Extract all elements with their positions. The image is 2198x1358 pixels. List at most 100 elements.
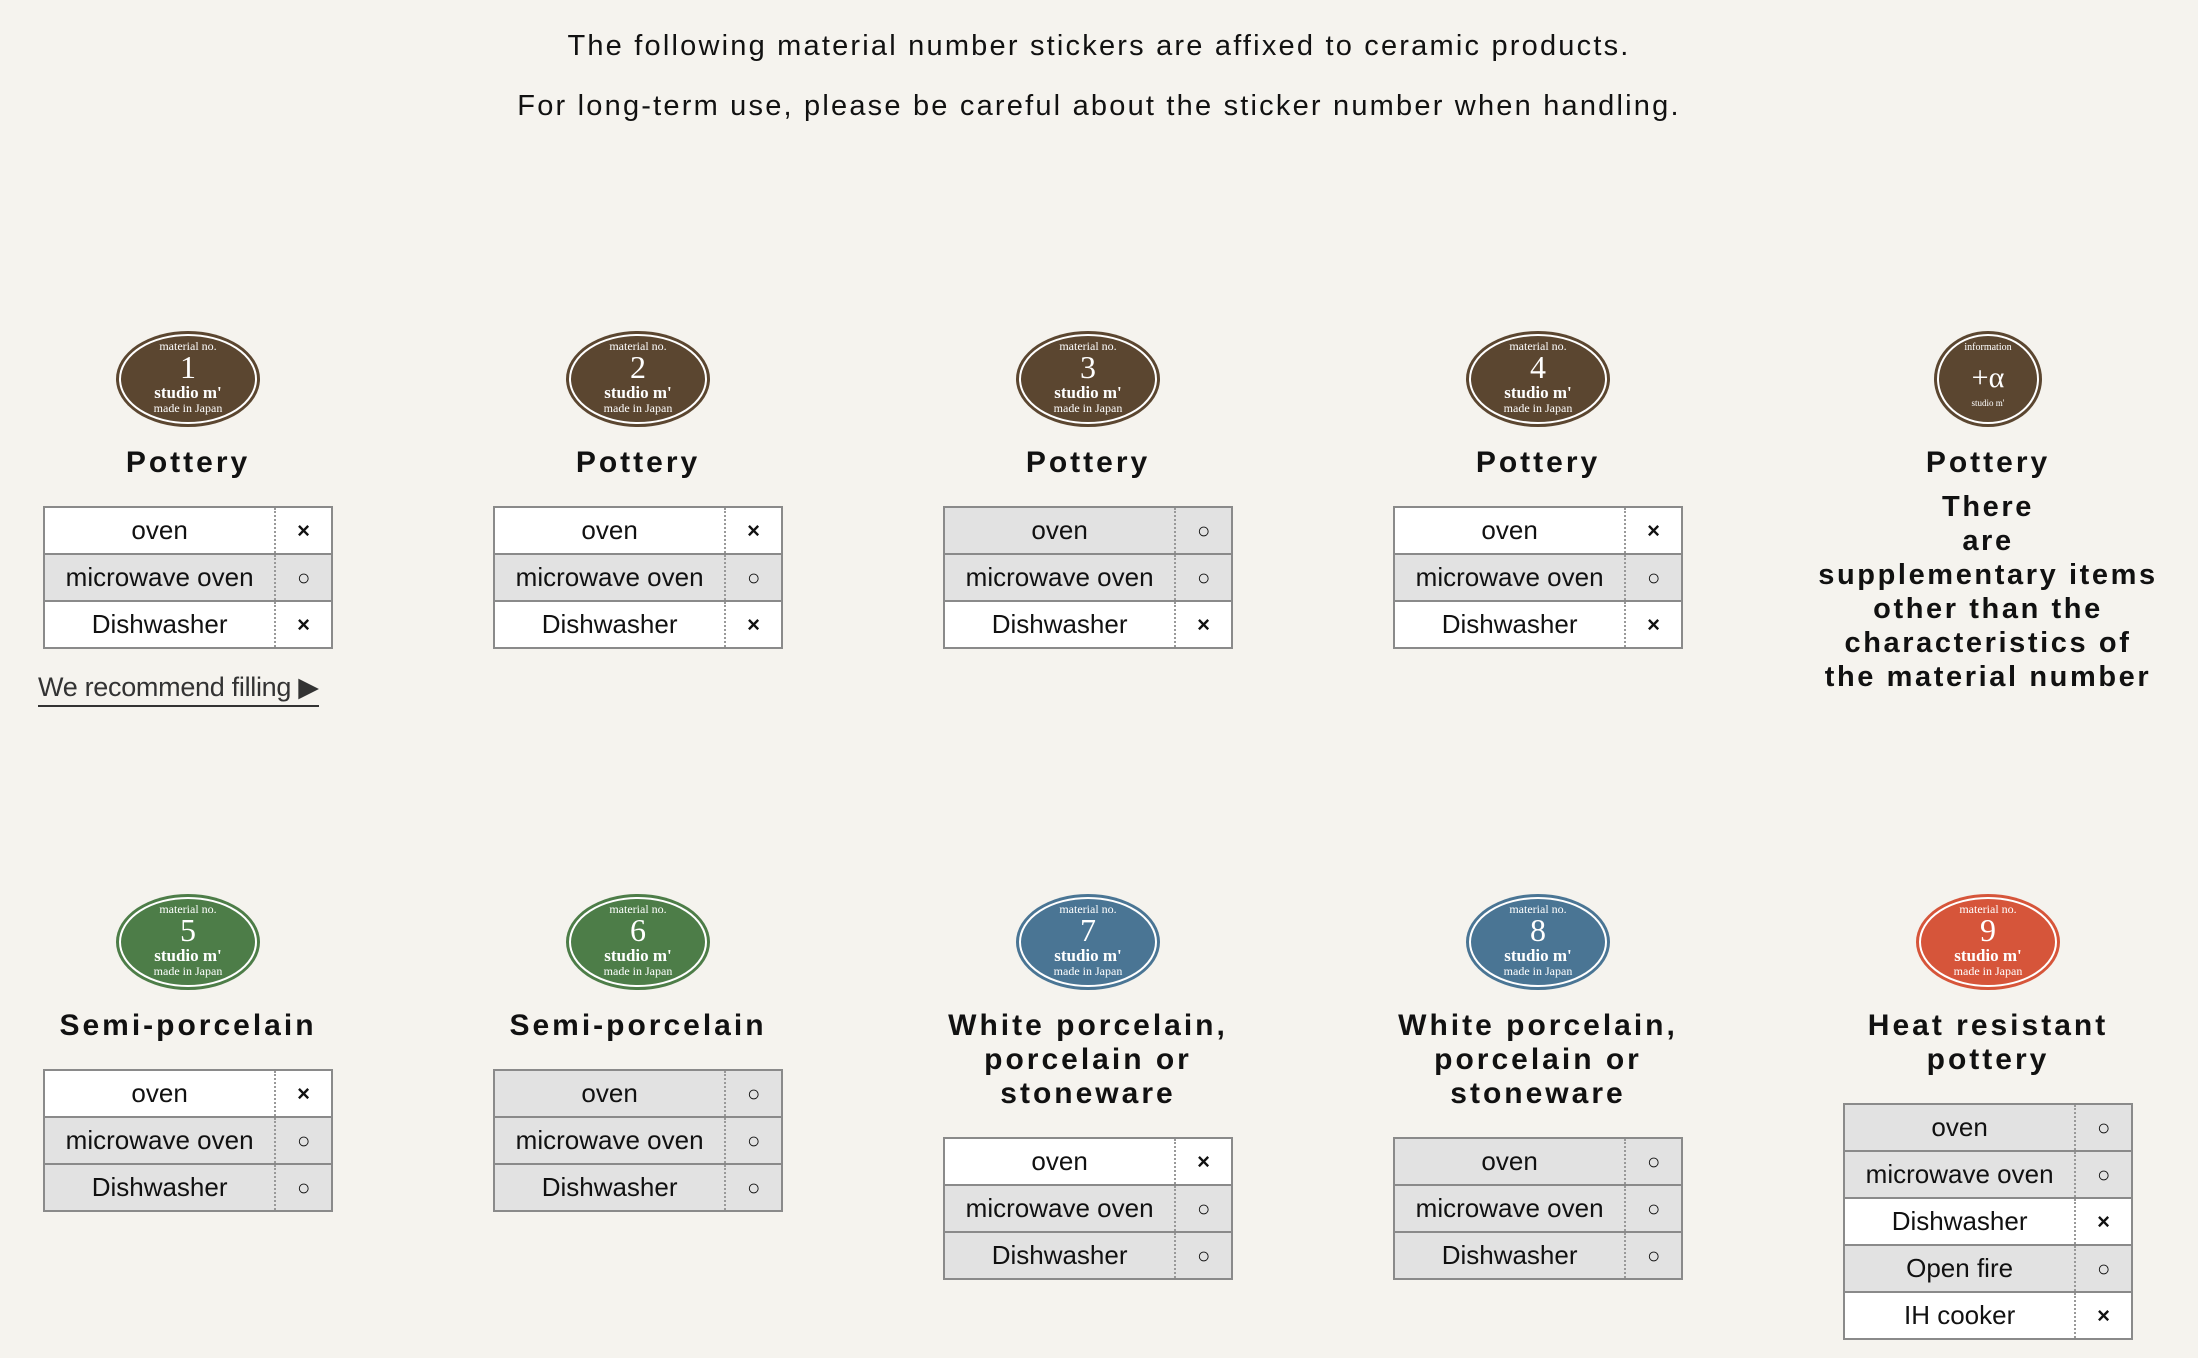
usage-table: oven × microwave oven ○ Dishwasher ○ — [43, 1069, 333, 1212]
svg-text:material no.: material no. — [609, 339, 666, 353]
material-card-2: material no. 2 studio m' made in Japan P… — [438, 330, 838, 649]
usage-label: oven — [44, 507, 277, 554]
usage-row: microwave oven ○ — [1394, 1184, 1682, 1232]
usage-row: microwave oven ○ — [944, 1184, 1232, 1232]
usage-label: oven — [494, 1070, 727, 1117]
material-title-line: porcelain or — [1434, 1043, 1642, 1076]
usage-row: oven ○ — [1844, 1104, 2132, 1151]
material-title-line: Pottery — [575, 446, 701, 479]
description-line: supplementary items — [1818, 559, 2158, 591]
usage-label: Dishwasher — [494, 1163, 727, 1211]
svg-text:material no.: material no. — [1059, 902, 1116, 916]
material-title: Pottery — [1788, 446, 2188, 480]
usage-table: oven ○ microwave oven ○ Dishwasher × Ope… — [1843, 1103, 2133, 1340]
circle-ok-icon: ○ — [1175, 553, 1232, 601]
material-title: Semi-porcelain — [438, 1009, 838, 1043]
usage-label: oven — [944, 507, 1177, 554]
usage-label: Dishwasher — [944, 1231, 1177, 1279]
usage-label: Dishwasher — [494, 600, 727, 648]
usage-label: oven — [1844, 1104, 2077, 1151]
material-title-line: Pottery — [1475, 446, 1601, 479]
material-title: Pottery — [438, 446, 838, 480]
usage-row: Dishwasher × — [944, 600, 1232, 648]
usage-row: Dishwasher ○ — [1394, 1231, 1682, 1279]
material-sticker-icon: material no. 5 studio m' made in Japan — [116, 894, 260, 990]
material-sticker-icon: material no. 3 studio m' made in Japan — [1016, 331, 1160, 427]
usage-table: oven ○ microwave oven ○ Dishwasher ○ — [493, 1069, 783, 1212]
circle-ok-icon: ○ — [1625, 1231, 1682, 1279]
svg-text:7: 7 — [1080, 912, 1096, 948]
usage-label: microwave oven — [944, 1184, 1177, 1232]
svg-text:material no.: material no. — [609, 902, 666, 916]
svg-text:made in Japan: made in Japan — [154, 401, 223, 415]
cross-ng-icon: × — [725, 600, 782, 648]
material-title-line: Pottery — [1925, 446, 2051, 479]
circle-ok-icon: ○ — [725, 553, 782, 601]
material-card-4: material no. 4 studio m' made in Japan P… — [1338, 330, 1738, 649]
svg-text:9: 9 — [1980, 912, 1996, 948]
material-sticker-icon: material no. 9 studio m' made in Japan — [1916, 894, 2060, 990]
circle-ok-icon: ○ — [1175, 507, 1232, 554]
material-sticker-icon: material no. 7 studio m' made in Japan — [1016, 894, 1160, 990]
circle-ok-icon: ○ — [275, 1163, 332, 1211]
svg-text:information: information — [1964, 342, 2011, 353]
usage-table: oven × microwave oven ○ Dishwasher × — [43, 506, 333, 649]
usage-label: microwave oven — [494, 1116, 727, 1164]
usage-label: microwave oven — [44, 553, 277, 601]
intro-line-2: For long-term use, please be careful abo… — [517, 90, 1681, 122]
intro-line-1: The following material number stickers a… — [567, 30, 1631, 62]
material-sticker-icon: material no. 4 studio m' made in Japan — [1466, 331, 1610, 427]
usage-row: microwave oven ○ — [1844, 1150, 2132, 1198]
description-line: other than the — [1873, 593, 2103, 625]
svg-text:studio m': studio m' — [1504, 946, 1572, 965]
usage-label: Dishwasher — [44, 1163, 277, 1211]
circle-ok-icon: ○ — [1175, 1184, 1232, 1232]
material-title-line: Semi-porcelain — [509, 1009, 767, 1042]
svg-text:studio m': studio m' — [1504, 383, 1572, 402]
svg-text:material no.: material no. — [159, 902, 216, 916]
usage-label: microwave oven — [1844, 1150, 2077, 1198]
usage-label: oven — [44, 1070, 277, 1117]
usage-row: oven × — [944, 1138, 1232, 1185]
description-line: characteristics of — [1844, 627, 2132, 659]
material-title: Pottery — [888, 446, 1288, 480]
svg-text:studio m': studio m' — [154, 946, 222, 965]
material-description: There are supplementary items other than th… — [1803, 490, 2173, 694]
material-title-line: Semi-porcelain — [59, 1009, 317, 1042]
usage-row: microwave oven ○ — [494, 1116, 782, 1164]
svg-text:1: 1 — [180, 349, 196, 385]
usage-label: Dishwasher — [944, 600, 1177, 648]
svg-text:made in Japan: made in Japan — [154, 964, 223, 978]
svg-text:studio m': studio m' — [604, 946, 672, 965]
recommend-filling-link[interactable]: We recommend filling ▶ — [38, 672, 319, 707]
svg-text:studio m': studio m' — [604, 383, 672, 402]
svg-text:made in Japan: made in Japan — [1054, 964, 1123, 978]
material-title-line: White porcelain, — [948, 1009, 1228, 1042]
usage-label: microwave oven — [1394, 1184, 1627, 1232]
svg-text:made in Japan: made in Japan — [1504, 401, 1573, 415]
material-sticker-icon: material no. 6 studio m' made in Japan — [566, 894, 710, 990]
circle-ok-icon: ○ — [275, 553, 332, 601]
material-title: White porcelain, porcelain or stoneware — [888, 1009, 1288, 1111]
material-title: Pottery — [1338, 446, 1738, 480]
cross-ng-icon: × — [725, 507, 782, 554]
svg-text:5: 5 — [180, 912, 196, 948]
usage-label: microwave oven — [1394, 553, 1627, 601]
material-sticker-icon: information +α studio m' — [1934, 331, 2042, 427]
material-title-line: Heat resistant — [1867, 1009, 2109, 1042]
material-card-9: material no. 8 studio m' made in Japan W… — [1338, 893, 1738, 1280]
cross-ng-icon: × — [275, 600, 332, 648]
usage-label: oven — [494, 507, 727, 554]
material-title-line: stoneware — [1000, 1077, 1176, 1110]
usage-row: oven ○ — [944, 507, 1232, 554]
svg-text:studio m': studio m' — [1972, 398, 2005, 408]
svg-text:+α: +α — [1972, 361, 2005, 394]
usage-row: Dishwasher ○ — [944, 1231, 1232, 1279]
svg-text:made in Japan: made in Japan — [1954, 964, 2023, 978]
usage-row: IH cooker × — [1844, 1291, 2132, 1339]
material-title-line: stoneware — [1450, 1077, 1626, 1110]
svg-text:studio m': studio m' — [1054, 383, 1122, 402]
usage-label: microwave oven — [944, 553, 1177, 601]
usage-row: oven ○ — [1394, 1138, 1682, 1185]
circle-ok-icon: ○ — [725, 1163, 782, 1211]
